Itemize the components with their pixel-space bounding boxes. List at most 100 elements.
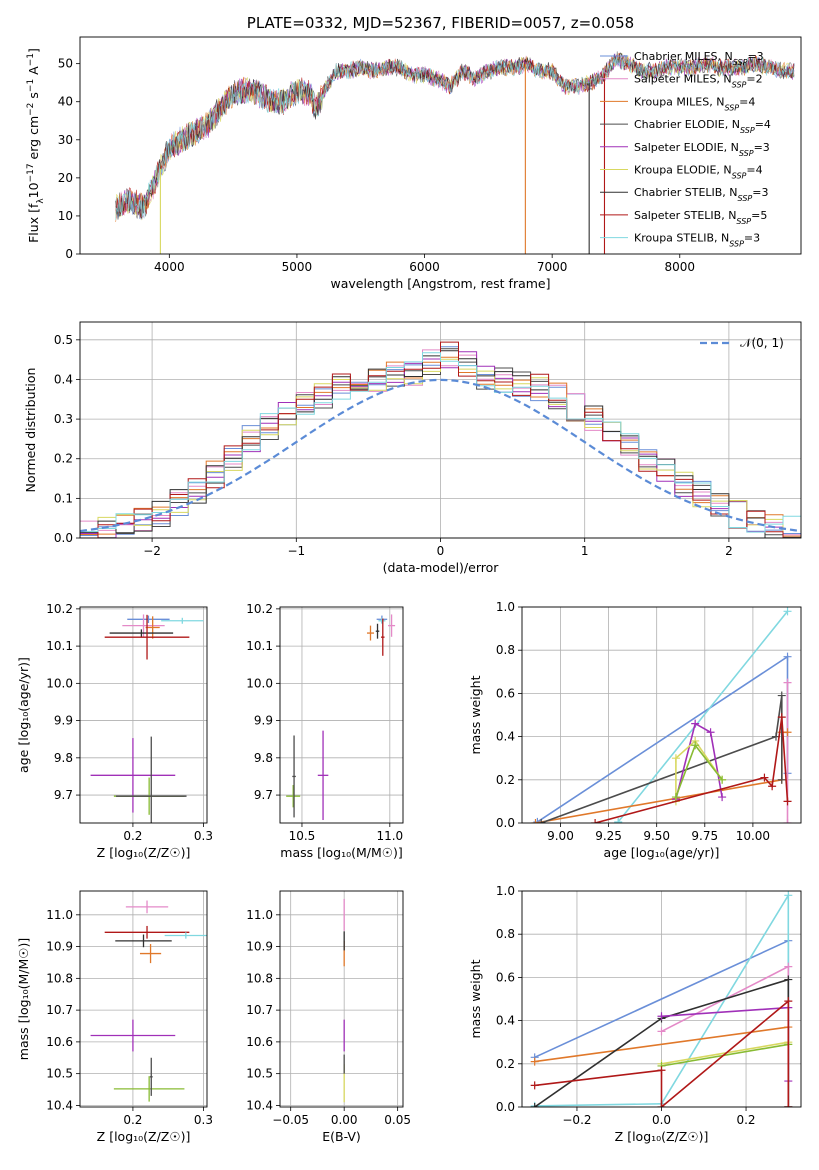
legend-entry: 𝒩(0, 1) — [740, 336, 784, 350]
y-tick-label: 0.2 — [54, 452, 73, 466]
errorbar-point — [115, 736, 187, 823]
y-tick-label: 0.0 — [496, 1100, 515, 1114]
weight-marker — [537, 819, 546, 823]
x-tick-label: 8000 — [664, 260, 695, 274]
legend-count: =2 — [746, 73, 762, 86]
y-tick-label: 9.9 — [254, 714, 273, 728]
axes-frame — [279, 606, 404, 824]
y-tick-label: 50 — [58, 57, 73, 71]
x-tick-label: 0.2 — [123, 829, 142, 843]
y-tick-label: 9.8 — [254, 751, 273, 765]
y-tick-label: 9.8 — [54, 751, 73, 765]
spectrum-kroupa-stelib — [115, 54, 795, 220]
axes-frame — [79, 321, 802, 539]
weight-marker — [777, 713, 786, 722]
legend-text: Chabrier STELIB, N — [634, 186, 738, 199]
y-tick-label: 40 — [58, 95, 73, 109]
legend-subscript: SSP — [739, 148, 754, 157]
x-axis-label: mass [log₁₀(M/M☉)] — [280, 845, 402, 860]
legend-subscript: SSP — [732, 80, 747, 89]
errorbar-point — [378, 617, 386, 624]
weight-marker — [784, 891, 793, 900]
y-tick-label: 0 — [65, 247, 73, 261]
x-tick-label: 9.50 — [643, 829, 670, 843]
axes-age_vs_Z: 0.2 0.3 9.7 9.8 9.9 10.0 10.1 10.2 Z [log₁₀(Z/Z☉… — [16, 602, 213, 860]
y-tick-label: 10.9 — [46, 940, 73, 954]
errorbar-point — [104, 614, 190, 660]
errorbar-point — [366, 625, 375, 641]
spectrum-salpeter-stelib — [115, 52, 795, 219]
y-axis-label: mass [log₁₀(M/M☉)] — [16, 938, 31, 1060]
errorbar-point — [115, 934, 172, 948]
x-axis-label: age [log₁₀(age/yr)] — [604, 845, 720, 860]
y-tick-label: 0.2 — [496, 1057, 515, 1071]
y-tick-label: 10.0 — [246, 676, 273, 690]
y-tick-label: 10.1 — [246, 639, 273, 653]
y-tick-label: 20 — [58, 171, 73, 185]
weight-line — [661, 1006, 790, 1082]
x-tick-label: 11.0 — [376, 829, 403, 843]
y-tick-label: 0.4 — [54, 372, 73, 386]
legend-subscript: SSP — [729, 239, 744, 248]
weight-marker — [783, 678, 792, 687]
weight-marker — [784, 1103, 793, 1107]
y-tick-label: 30 — [58, 133, 73, 147]
legend-text: Salpeter MILES, N — [634, 73, 732, 86]
y-tick-label: 0.2 — [496, 773, 515, 787]
x-tick-label: 10.00 — [736, 829, 770, 843]
legend-text: Kroupa STELIB, N — [634, 232, 729, 245]
histograms — [80, 341, 801, 538]
legend-text: Kroupa ELODIE, N — [634, 164, 732, 177]
axes-frame — [79, 890, 208, 1108]
y-tick-label: 0.4 — [496, 730, 515, 744]
weight-marker — [718, 793, 727, 802]
x-tick-label: −2 — [143, 544, 161, 558]
weight-marker — [718, 775, 727, 784]
y-tick-label: 9.7 — [54, 788, 73, 802]
errorbar-point — [139, 944, 162, 964]
errorbar-point — [145, 616, 160, 639]
errorbar-point — [149, 1057, 153, 1096]
weight-marker — [531, 819, 540, 823]
weight-marker — [530, 1057, 539, 1066]
y-tick-label: 1.0 — [496, 600, 515, 614]
errorbar-point — [90, 738, 176, 813]
y-tick-label: 0.3 — [54, 412, 73, 426]
legend-entry: Chabrier MILES, NSSP=3 — [634, 50, 764, 67]
errorbars — [286, 614, 396, 821]
weight-line — [675, 722, 723, 800]
errorbars — [90, 900, 207, 1102]
weight-marker — [671, 754, 680, 763]
axes-weight_vs_age: 9.00 9.25 9.50 9.75 10.00 0.0 0.2 0.4 0.6 0.8 1.0 a… — [468, 600, 802, 860]
y-tick-label: 0.0 — [496, 816, 515, 830]
x-tick-label: 5000 — [282, 260, 313, 274]
weight-marker — [706, 728, 715, 737]
legend-count: =3 — [752, 186, 768, 199]
weight-line — [661, 965, 790, 1107]
legend-entry: Kroupa ELODIE, NSSP=4 — [634, 164, 763, 181]
legend-text: Kroupa MILES, N — [634, 95, 724, 108]
weight-marker — [691, 719, 700, 728]
y-tick-label: 10.8 — [246, 971, 273, 985]
weight-line — [540, 695, 783, 823]
weight-marker — [777, 691, 786, 700]
errorbar-point — [90, 1019, 176, 1052]
axes-frame — [79, 36, 802, 255]
x-tick-label: 0.3 — [194, 829, 213, 843]
legend-count: =3 — [744, 232, 760, 245]
x-tick-label: 10.5 — [289, 829, 316, 843]
legend-entry: Kroupa STELIB, NSSP=3 — [634, 232, 760, 249]
y-tick-label: 0.4 — [496, 1014, 515, 1028]
weight-marker — [530, 1103, 539, 1107]
y-tick-label: 10.2 — [246, 602, 273, 616]
weight-marker — [657, 1012, 666, 1021]
y-axis-label: Flux [fλ10−17 erg cm−2 s−1 A−1] — [26, 48, 46, 243]
legend-subscript: SSP — [733, 58, 748, 67]
weight-marker — [591, 819, 600, 823]
legend-entry: Chabrier STELIB, NSSP=3 — [634, 186, 768, 203]
spectrum-lines — [115, 51, 795, 254]
weight-line — [534, 999, 790, 1107]
errorbar-point — [125, 900, 169, 914]
errorbar-point — [164, 932, 207, 939]
